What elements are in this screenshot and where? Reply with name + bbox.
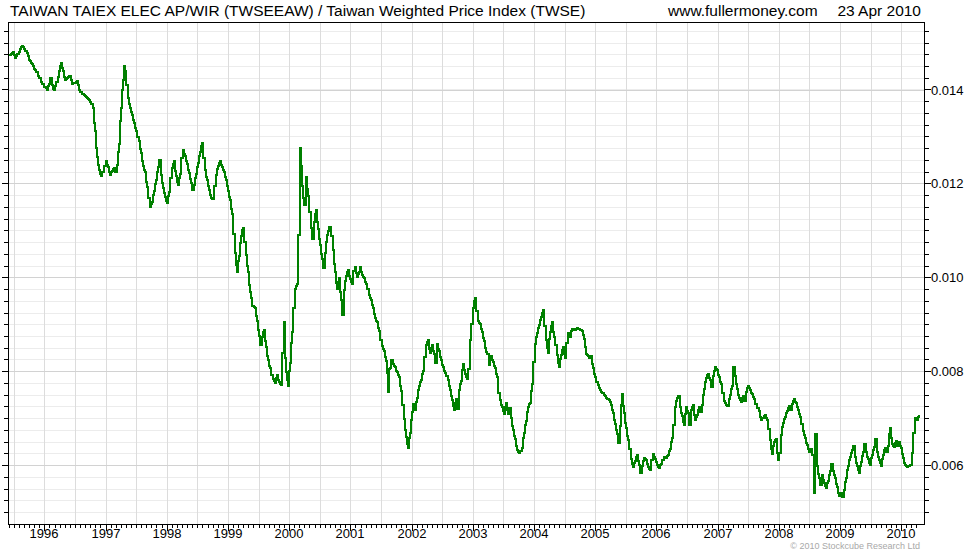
- y-axis-label: 0.012: [931, 177, 964, 191]
- y-axis-label: 0.006: [931, 459, 964, 473]
- x-axis-label: 2005: [573, 527, 617, 541]
- x-axis-label: 2003: [451, 527, 495, 541]
- x-axis-label: 1999: [206, 527, 250, 541]
- x-axis-label: 2008: [757, 527, 801, 541]
- x-axis-label: 2000: [267, 527, 311, 541]
- x-axis-label: 2009: [818, 527, 862, 541]
- x-axis-label: 2007: [696, 527, 740, 541]
- x-axis-label: 2004: [512, 527, 556, 541]
- x-axis-label: 2006: [634, 527, 678, 541]
- y-axis-label: 0.008: [931, 365, 964, 379]
- price-ratio-chart: [0, 0, 980, 560]
- x-axis-label: 2010: [879, 527, 923, 541]
- x-axis-label: 2001: [328, 527, 372, 541]
- copyright-notice: © 2010 Stockcube Research Ltd: [790, 541, 920, 551]
- x-axis-label: 2002: [390, 527, 434, 541]
- plot-border: [9, 23, 925, 525]
- y-axis-label: 0.010: [931, 271, 964, 285]
- x-axis-label: 1997: [84, 527, 128, 541]
- y-axis-label: 0.014: [931, 84, 964, 98]
- x-axis-label: 1996: [22, 527, 66, 541]
- x-axis-label: 1998: [145, 527, 189, 541]
- chart-window: TAIWAN TAIEX ELEC AP/WIR (TWSEEAW) / Tai…: [0, 0, 980, 560]
